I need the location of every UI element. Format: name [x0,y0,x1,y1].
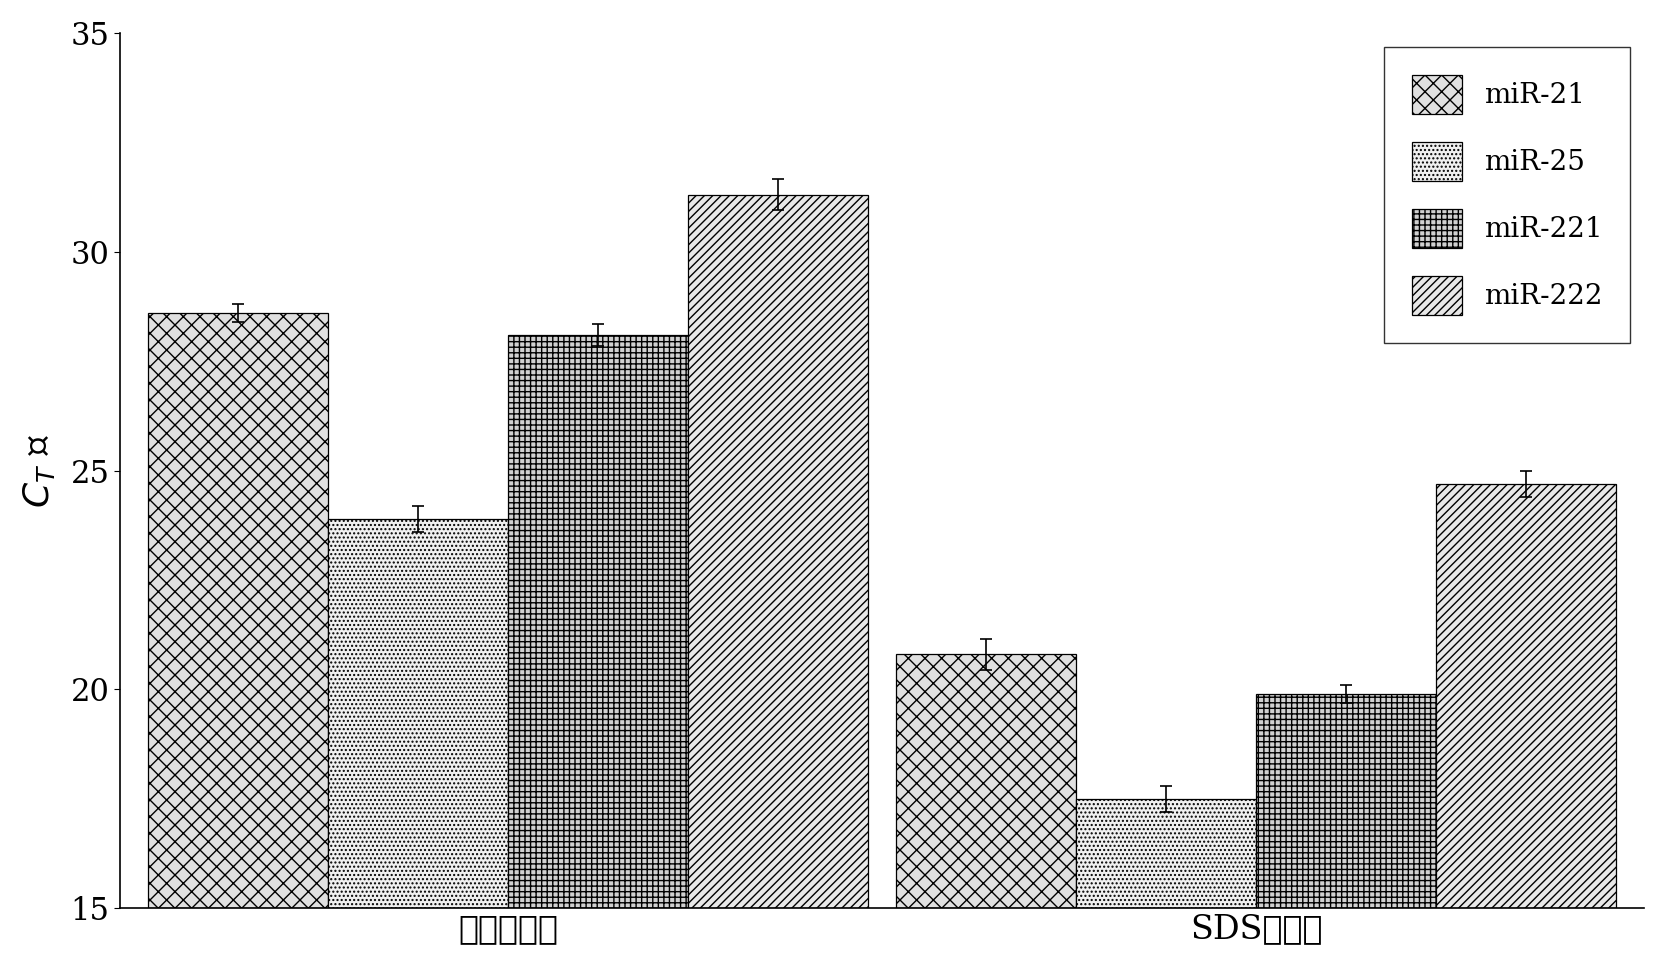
Bar [1436,484,1616,908]
Y-axis label: $C_T$ 值: $C_T$ 值 [22,434,57,507]
Legend: miR-21, miR-25, miR-221, miR-222: miR-21, miR-25, miR-221, miR-222 [1383,46,1629,343]
Bar [148,313,328,908]
Bar [328,519,508,908]
Bar [1075,799,1255,908]
Bar [687,195,869,908]
Bar [1255,694,1436,908]
Bar [895,654,1075,908]
Bar [508,335,687,908]
